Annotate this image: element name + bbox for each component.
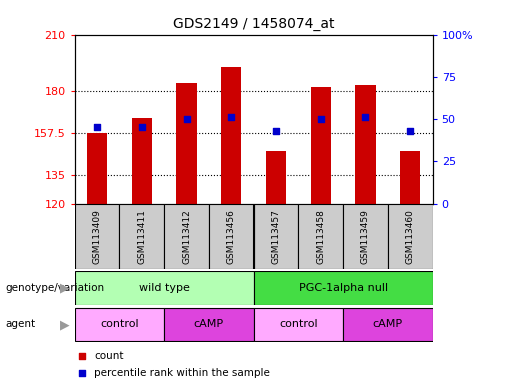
Bar bbox=[209, 204, 253, 269]
Text: GSM113459: GSM113459 bbox=[361, 209, 370, 263]
Bar bbox=[253, 271, 433, 305]
Text: agent: agent bbox=[5, 319, 35, 329]
Bar bbox=[75, 271, 253, 305]
Text: GSM113457: GSM113457 bbox=[271, 209, 281, 263]
Text: GSM113409: GSM113409 bbox=[93, 209, 101, 263]
Bar bbox=[132, 118, 152, 204]
Bar bbox=[388, 204, 433, 269]
Point bbox=[317, 116, 325, 122]
Text: GSM113458: GSM113458 bbox=[316, 209, 325, 263]
Bar bbox=[343, 204, 388, 269]
Bar bbox=[253, 204, 298, 269]
Bar bbox=[119, 204, 164, 269]
Point bbox=[227, 114, 235, 121]
Bar bbox=[87, 133, 107, 204]
Text: ▶: ▶ bbox=[60, 281, 69, 295]
Bar bbox=[75, 308, 164, 341]
Text: count: count bbox=[94, 351, 124, 361]
Bar bbox=[400, 151, 420, 204]
Bar bbox=[75, 204, 119, 269]
Bar bbox=[253, 308, 343, 341]
Bar bbox=[164, 204, 209, 269]
Point bbox=[78, 370, 86, 376]
Text: genotype/variation: genotype/variation bbox=[5, 283, 104, 293]
Text: cAMP: cAMP bbox=[194, 319, 224, 329]
Bar bbox=[164, 308, 253, 341]
Point bbox=[182, 116, 191, 122]
Text: control: control bbox=[279, 319, 318, 329]
Bar bbox=[266, 151, 286, 204]
Point bbox=[138, 124, 146, 131]
Text: GSM113412: GSM113412 bbox=[182, 209, 191, 263]
Text: cAMP: cAMP bbox=[373, 319, 403, 329]
Point bbox=[272, 128, 280, 134]
Bar bbox=[221, 68, 242, 204]
Title: GDS2149 / 1458074_at: GDS2149 / 1458074_at bbox=[173, 17, 334, 31]
Text: percentile rank within the sample: percentile rank within the sample bbox=[94, 368, 270, 378]
Bar bbox=[343, 308, 433, 341]
Bar bbox=[298, 204, 343, 269]
Text: PGC-1alpha null: PGC-1alpha null bbox=[299, 283, 388, 293]
Text: wild type: wild type bbox=[139, 283, 190, 293]
Point bbox=[93, 124, 101, 131]
Text: GSM113411: GSM113411 bbox=[138, 209, 146, 263]
Point bbox=[362, 114, 370, 121]
Text: ▶: ▶ bbox=[60, 318, 69, 331]
Bar bbox=[355, 85, 375, 204]
Point bbox=[406, 128, 415, 134]
Text: control: control bbox=[100, 319, 139, 329]
Bar bbox=[177, 83, 197, 204]
Text: GSM113460: GSM113460 bbox=[406, 209, 415, 263]
Text: GSM113456: GSM113456 bbox=[227, 209, 236, 263]
Point bbox=[78, 353, 86, 359]
Bar bbox=[311, 87, 331, 204]
